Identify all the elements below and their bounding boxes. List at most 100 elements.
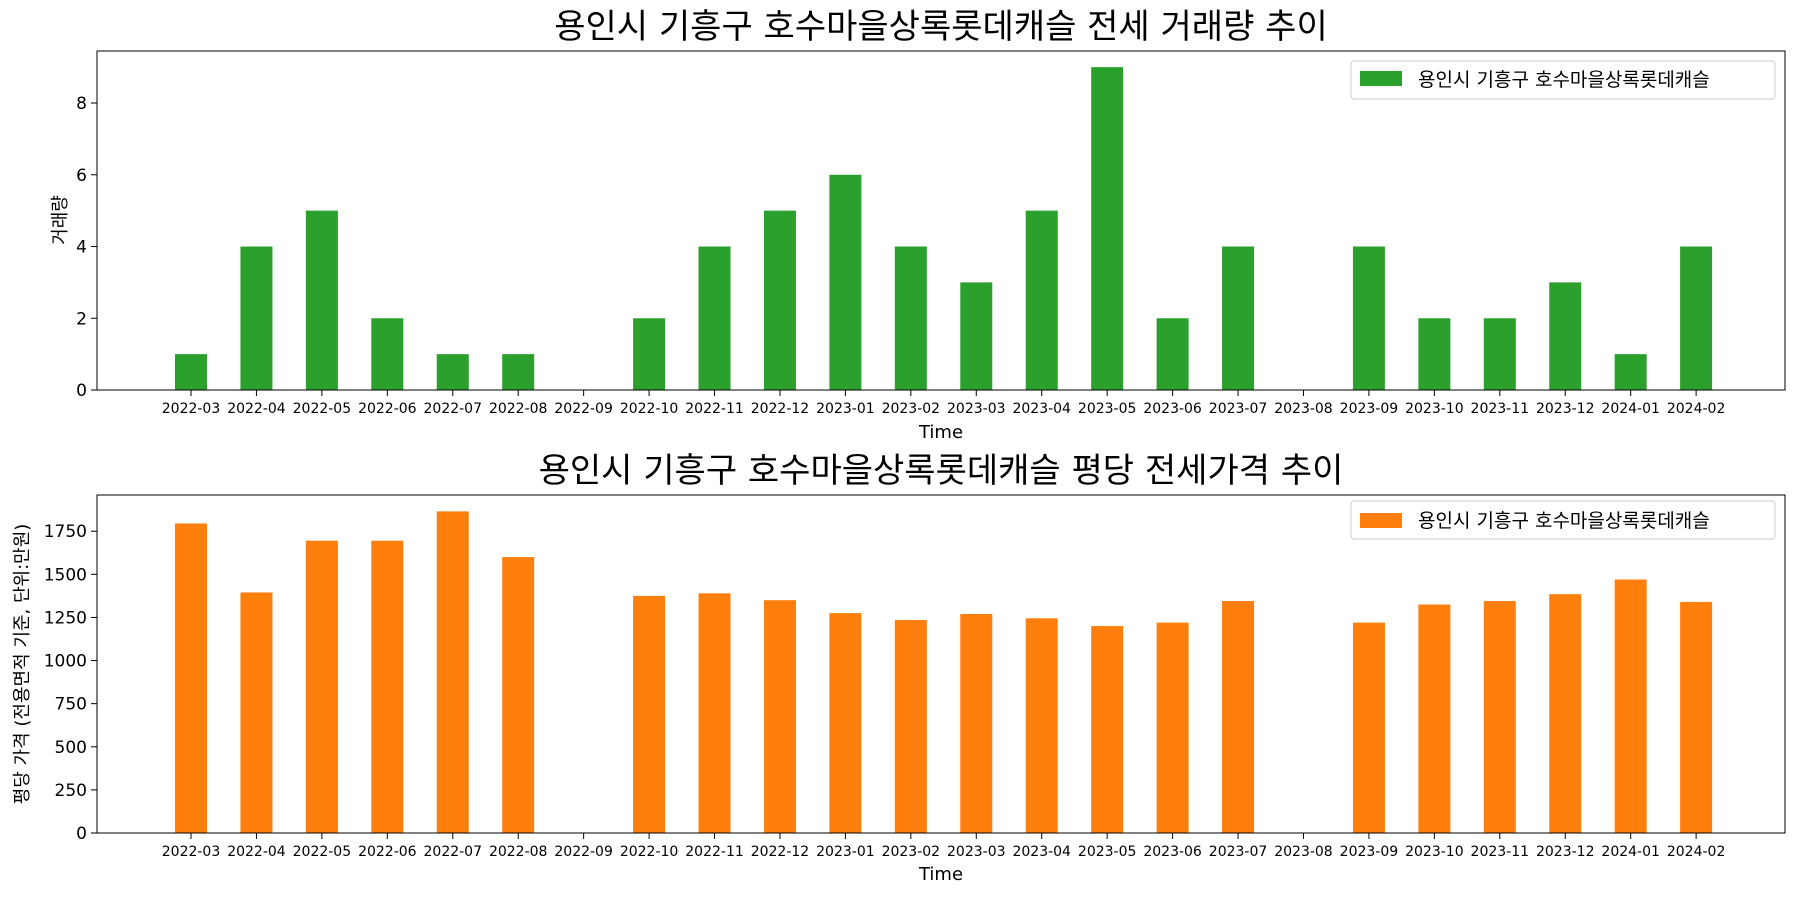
bar — [1483, 318, 1516, 390]
bar — [1222, 246, 1255, 390]
x-tick-label: 2024-01 — [1601, 844, 1660, 860]
y-tick-label: 750 — [55, 695, 87, 715]
y-tick-label: 1750 — [44, 522, 87, 542]
chart-price: 용인시 기흥구 호수마을상록롯데캐슬 평당 전세가격 추이 0 250 500 750… — [12, 451, 1786, 885]
x-tick-label: 2023-04 — [1012, 844, 1071, 860]
bar — [371, 318, 404, 390]
bar — [1549, 282, 1582, 390]
chart-title: 용인시 기흥구 호수마을상록롯데캐슬 평당 전세가격 추이 — [539, 451, 1344, 491]
y-tick-label: 250 — [55, 781, 87, 801]
x-tick-label: 2023-02 — [882, 844, 941, 860]
bar — [1352, 246, 1385, 390]
y-tick-label: 1000 — [44, 652, 87, 672]
y-tick-label: 500 — [55, 738, 87, 758]
bar — [371, 540, 404, 833]
bar — [1680, 246, 1713, 390]
x-axis: 2022-03 2022-04 2022-05 2022-06 2022-07 2022-… — [162, 390, 1726, 417]
bar — [1483, 601, 1516, 833]
bar — [1091, 626, 1124, 833]
x-axis-label: Time — [918, 864, 963, 885]
x-tick-label: 2022-12 — [751, 401, 810, 417]
bar — [436, 354, 469, 390]
bar — [1091, 67, 1124, 391]
legend: 용인시 기흥구 호수마을상록롯데캐슬 — [1350, 500, 1776, 540]
legend-frame — [1350, 60, 1776, 100]
x-tick-label: 2022-05 — [293, 401, 352, 417]
x-tick-label: 2022-03 — [162, 844, 221, 860]
bar — [1025, 210, 1058, 390]
x-tick-label: 2023-04 — [1012, 401, 1071, 417]
x-tick-label: 2022-05 — [293, 844, 352, 860]
x-tick-label: 2022-08 — [489, 844, 548, 860]
plot-frame — [96, 50, 1786, 391]
legend-label: 용인시 기흥구 호수마을상록롯데캐슬 — [1418, 69, 1710, 91]
bar — [305, 210, 338, 390]
x-tick-label: 2023-02 — [882, 401, 941, 417]
x-tick-label: 2023-07 — [1209, 844, 1268, 860]
bar-series — [175, 511, 1713, 833]
bar — [960, 613, 993, 833]
y-tick-label: 1500 — [44, 565, 87, 585]
x-tick-label: 2022-10 — [620, 844, 679, 860]
legend-swatch — [1360, 513, 1402, 528]
chart-volume: 용인시 기흥구 호수마을상록롯데캐슬 전세 거래량 추이 0 2 4 6 8 2022-… — [50, 7, 1786, 443]
x-tick-label: 2023-06 — [1143, 844, 1202, 860]
bar — [502, 354, 535, 390]
legend-frame — [1350, 500, 1776, 540]
bar — [894, 246, 927, 390]
y-tick-label: 0 — [76, 824, 87, 844]
bar — [240, 246, 273, 390]
bar — [1025, 618, 1058, 833]
y-tick-label: 0 — [76, 381, 87, 401]
x-tick-label: 2022-03 — [162, 401, 221, 417]
x-tick-label: 2024-02 — [1667, 401, 1726, 417]
bar — [633, 595, 666, 833]
bar — [1418, 318, 1451, 390]
y-tick-label: 4 — [76, 238, 87, 258]
legend-swatch — [1360, 71, 1402, 86]
y-axis: 0 250 500 750 1000 1250 1500 1750 — [44, 522, 97, 844]
chart-title: 용인시 기흥구 호수마을상록롯데캐슬 전세 거래량 추이 — [554, 7, 1327, 47]
plot-frame — [96, 494, 1786, 834]
x-tick-label: 2022-07 — [424, 844, 483, 860]
x-tick-label: 2022-06 — [358, 844, 417, 860]
y-axis: 0 2 4 6 8 — [76, 94, 97, 401]
x-tick-label: 2023-10 — [1405, 401, 1464, 417]
x-axis-label: Time — [918, 422, 963, 443]
x-tick-label: 2023-05 — [1078, 401, 1137, 417]
y-tick-label: 1250 — [44, 608, 87, 628]
bar — [1680, 601, 1713, 833]
x-tick-label: 2023-10 — [1405, 844, 1464, 860]
bar — [829, 613, 862, 833]
bar — [305, 540, 338, 833]
bar — [1156, 622, 1189, 833]
bar — [1418, 604, 1451, 833]
bar — [829, 174, 862, 390]
legend: 용인시 기흥구 호수마을상록롯데캐슬 — [1350, 60, 1776, 100]
x-tick-label: 2023-12 — [1536, 844, 1595, 860]
x-tick-label: 2023-07 — [1209, 401, 1268, 417]
x-tick-label: 2022-08 — [489, 401, 548, 417]
bar — [1614, 354, 1647, 390]
x-tick-label: 2023-05 — [1078, 844, 1137, 860]
bar — [698, 246, 731, 390]
x-tick-label: 2022-04 — [227, 401, 286, 417]
bar — [633, 318, 666, 390]
x-tick-label: 2022-09 — [554, 844, 613, 860]
bar — [763, 210, 796, 390]
bar — [698, 593, 731, 833]
bar — [175, 523, 207, 833]
bar — [502, 557, 535, 833]
legend-label: 용인시 기흥구 호수마을상록롯데캐슬 — [1418, 510, 1710, 532]
x-tick-label: 2022-09 — [554, 401, 613, 417]
x-tick-label: 2023-09 — [1340, 401, 1399, 417]
bar — [763, 600, 796, 833]
x-tick-label: 2022-06 — [358, 401, 417, 417]
bar — [175, 354, 207, 390]
x-tick-label: 2024-01 — [1601, 401, 1660, 417]
x-tick-label: 2024-02 — [1667, 844, 1726, 860]
x-tick-label: 2023-11 — [1471, 401, 1530, 417]
bar — [894, 620, 927, 833]
bar — [1222, 601, 1255, 833]
